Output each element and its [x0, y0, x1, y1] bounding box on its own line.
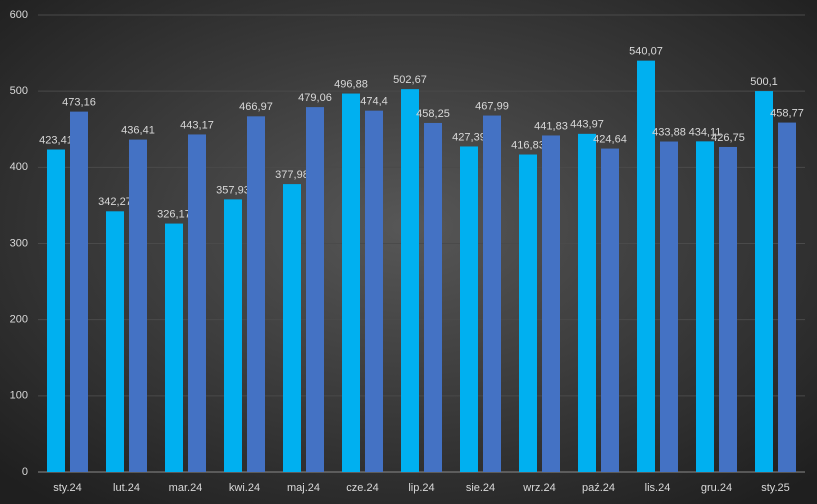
- bar: [660, 141, 678, 472]
- value-label: 441,83: [534, 120, 568, 132]
- bar: [188, 134, 206, 472]
- bar: [460, 146, 478, 472]
- bar: [719, 146, 737, 473]
- bar: [70, 111, 88, 472]
- bar: [106, 211, 124, 472]
- x-tick-label: mar.24: [169, 482, 203, 494]
- bar: [165, 223, 183, 472]
- value-label: 434,11: [689, 126, 722, 138]
- value-label: 357,93: [216, 184, 250, 196]
- value-label: 500,1: [750, 76, 778, 88]
- value-label: 416,83: [511, 139, 545, 151]
- y-tick-label: 0: [22, 466, 28, 478]
- value-label: 426,75: [711, 132, 745, 144]
- y-tick-label: 600: [10, 9, 28, 21]
- value-label: 467,99: [475, 100, 509, 112]
- value-label: 377,98: [275, 169, 309, 181]
- value-label: 423,41: [39, 134, 73, 146]
- x-tick-label: gru.24: [701, 482, 732, 494]
- bar: [129, 139, 147, 472]
- x-tick-label: sty.24: [53, 482, 82, 494]
- bar: [519, 154, 537, 473]
- x-tick-label: lip.24: [408, 482, 434, 494]
- value-label: 540,07: [629, 46, 663, 58]
- value-label: 458,25: [416, 108, 450, 120]
- x-tick-label: sty.25: [761, 482, 790, 494]
- x-tick-label: sie.24: [466, 482, 495, 494]
- bar: [224, 199, 242, 472]
- value-label: 466,97: [239, 101, 273, 113]
- value-label: 496,88: [334, 78, 368, 90]
- x-tick-label: cze.24: [346, 482, 378, 494]
- value-label: 433,88: [652, 126, 686, 138]
- bar: [578, 133, 596, 473]
- x-tick-label: lis.24: [645, 482, 671, 494]
- bar: [483, 115, 501, 473]
- bar: [365, 110, 383, 472]
- bar: [755, 91, 773, 472]
- value-label: 326,17: [157, 208, 191, 220]
- value-label: 474,4: [360, 96, 388, 108]
- y-tick-label: 100: [10, 390, 28, 402]
- x-tick-label: paź.24: [582, 482, 615, 494]
- value-label: 479,06: [298, 92, 332, 104]
- bar: [637, 60, 655, 473]
- bar: [601, 148, 619, 473]
- x-tick-label: lut.24: [113, 482, 140, 494]
- value-label: 473,16: [62, 97, 96, 109]
- y-tick-label: 200: [10, 314, 28, 326]
- bar: [542, 135, 560, 472]
- bar: [778, 122, 796, 472]
- y-tick-label: 500: [10, 85, 28, 97]
- bar: [401, 89, 419, 472]
- x-tick-label: kwi.24: [229, 482, 260, 494]
- value-label: 502,67: [393, 74, 427, 86]
- value-label: 443,17: [180, 119, 214, 131]
- y-tick-label: 300: [10, 237, 28, 249]
- value-label: 458,77: [770, 107, 804, 119]
- value-label: 443,97: [570, 119, 604, 131]
- bar: [283, 184, 301, 473]
- bar: [342, 93, 360, 473]
- x-tick-label: wrz.24: [522, 482, 555, 494]
- bar: [306, 107, 324, 472]
- value-label: 424,64: [593, 133, 627, 145]
- value-label: 427,39: [452, 131, 486, 143]
- x-tick-label: maj.24: [287, 482, 320, 494]
- bar: [696, 141, 714, 472]
- bar: [247, 116, 265, 472]
- bar: [47, 149, 65, 472]
- value-label: 342,27: [98, 196, 132, 208]
- y-tick-label: 400: [10, 161, 28, 173]
- value-label: 436,41: [121, 125, 155, 137]
- bar: [424, 122, 442, 472]
